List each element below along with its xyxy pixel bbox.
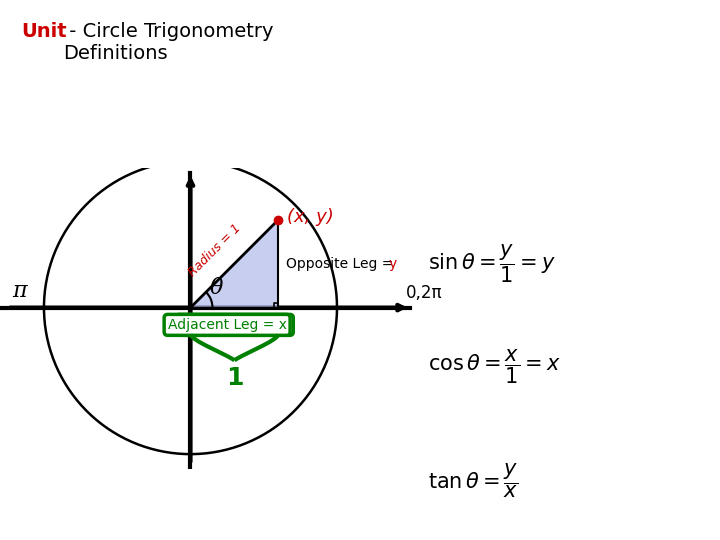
Text: $\sin\theta = \dfrac{y}{1} = y$: $\sin\theta = \dfrac{y}{1} = y$ <box>428 242 556 285</box>
Text: (x, y): (x, y) <box>287 208 334 226</box>
Text: Adjacent Leg = x: Adjacent Leg = x <box>168 318 287 332</box>
Text: Radius = 1: Radius = 1 <box>186 221 244 279</box>
Text: θ: θ <box>210 277 223 299</box>
Text: $\cos\theta = \dfrac{x}{1} = x$: $\cos\theta = \dfrac{x}{1} = x$ <box>428 348 562 387</box>
Text: Unit: Unit <box>22 22 67 40</box>
Text: Opposite Leg =: Opposite Leg = <box>286 256 397 271</box>
Text: - Circle Trigonometry
Definitions: - Circle Trigonometry Definitions <box>63 22 274 63</box>
Text: 1: 1 <box>225 366 243 390</box>
Polygon shape <box>191 220 279 308</box>
Text: π: π <box>12 280 27 302</box>
Text: 0,2π: 0,2π <box>406 284 443 302</box>
Text: Adjacent Leg =: Adjacent Leg = <box>179 318 290 332</box>
Text: y: y <box>388 256 397 271</box>
Text: $\tan\theta = \dfrac{y}{x}$: $\tan\theta = \dfrac{y}{x}$ <box>428 461 519 500</box>
